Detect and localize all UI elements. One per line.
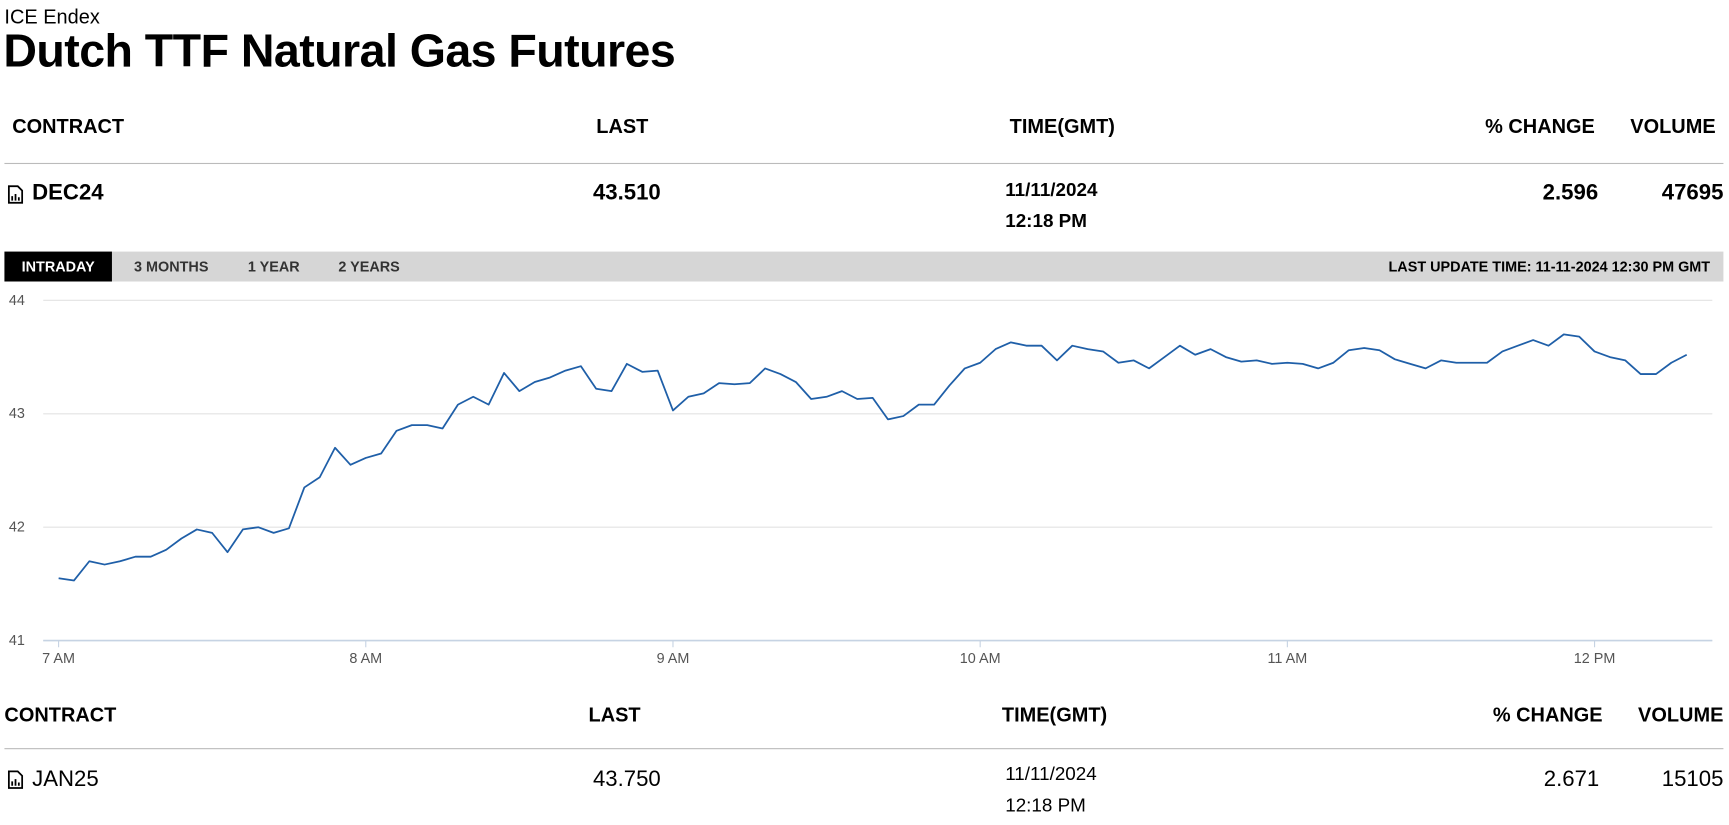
column-header: LAST bbox=[596, 115, 649, 138]
column-header: % CHANGE bbox=[1492, 703, 1603, 726]
volume: 15105 bbox=[1661, 766, 1724, 792]
trade-date: 11/11/2024 bbox=[1005, 179, 1098, 201]
column-header: CONTRACT bbox=[12, 115, 125, 138]
trade-date: 11/11/2024 bbox=[1005, 763, 1097, 785]
tab[interactable]: 3 MONTHS bbox=[134, 258, 209, 275]
tab-bar: INTRADAY 3 MONTHS 1 YEAR 2 YEARS LAST UP… bbox=[4, 251, 1724, 282]
volume: 47695 bbox=[1661, 180, 1724, 206]
x-tick-label: 11 AM bbox=[1268, 651, 1308, 667]
chart: 41 42 43 44 7 AM 8 AM 9 AM 10 AM 11 AM 12 PM bbox=[9, 293, 1713, 667]
column-header: LAST bbox=[588, 703, 641, 726]
last-price: 43.510 bbox=[592, 180, 661, 206]
tab[interactable]: 2 YEARS bbox=[338, 258, 400, 275]
x-tick-label: 9 AM bbox=[657, 651, 690, 667]
column-header: TIME(GMT) bbox=[1001, 703, 1108, 726]
x-tick-label: 10 AM bbox=[960, 651, 1001, 667]
contract-name[interactable]: JAN25 bbox=[32, 766, 99, 792]
column-header: % CHANGE bbox=[1485, 115, 1595, 138]
column-header: TIME(GMT) bbox=[1009, 115, 1115, 138]
x-tick-label: 7 AM bbox=[42, 651, 75, 667]
chart-icon[interactable] bbox=[7, 185, 24, 204]
page-title: Dutch TTF Natural Gas Futures bbox=[3, 24, 676, 77]
x-tick-label: 12 PM bbox=[1574, 651, 1616, 667]
percent-change: 2.671 bbox=[1543, 766, 1600, 792]
contract-name[interactable]: DEC24 bbox=[32, 180, 104, 206]
trade-time: 12:18 PM bbox=[1005, 794, 1086, 816]
last-price: 43.750 bbox=[592, 766, 661, 792]
exchange-name: ICE Endex bbox=[4, 5, 100, 28]
last-update: LAST UPDATE TIME: 11-11-2024 12:30 PM GM… bbox=[1388, 258, 1711, 275]
trade-time: 12:18 PM bbox=[1005, 210, 1087, 232]
column-header: VOLUME bbox=[1630, 115, 1716, 138]
y-tick-label: 43 bbox=[9, 406, 25, 422]
divider bbox=[4, 748, 1724, 750]
y-tick-label: 44 bbox=[9, 293, 25, 309]
tab[interactable]: INTRADAY bbox=[4, 251, 112, 282]
column-header: VOLUME bbox=[1638, 703, 1724, 726]
percent-change: 2.596 bbox=[1542, 180, 1599, 206]
divider bbox=[4, 162, 1724, 165]
y-tick-label: 42 bbox=[9, 520, 25, 536]
tab[interactable]: 1 YEAR bbox=[247, 258, 300, 275]
column-header: CONTRACT bbox=[4, 703, 117, 726]
y-tick-label: 41 bbox=[9, 633, 25, 649]
price-line bbox=[58, 333, 1688, 582]
chart-icon[interactable] bbox=[7, 770, 24, 789]
x-tick-label: 8 AM bbox=[349, 651, 382, 667]
